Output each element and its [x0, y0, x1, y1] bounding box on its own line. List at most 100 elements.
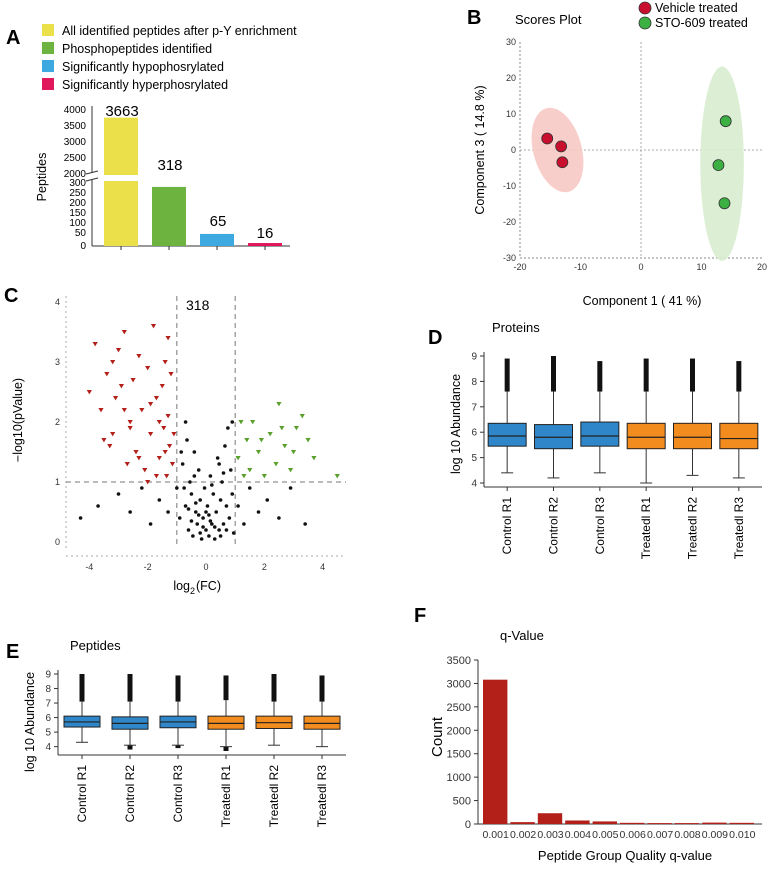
data-point	[228, 468, 233, 472]
data-point	[110, 360, 116, 365]
x-tick-label: 0.006	[620, 829, 646, 841]
bar-value-label: 3663	[105, 103, 138, 120]
panel-b-scores-plot: Scores Plot Vehicle treated STO-609 trea…	[473, 1, 767, 308]
panel-label-d: D	[428, 327, 442, 349]
data-point	[168, 372, 174, 377]
y-tick-label: -10	[503, 181, 516, 191]
outlier-points	[127, 745, 133, 750]
legend-label-hyper: Significantly hyperphosrylated	[62, 78, 228, 92]
data-point	[121, 408, 127, 413]
y-axis-label: Component 3 ( 14.8 %)	[473, 85, 487, 214]
data-point	[555, 140, 568, 153]
legend-swatch-hypo	[42, 60, 54, 72]
x-axis-label: Peptide Group Quality q-value	[538, 848, 712, 863]
data-point	[227, 516, 232, 520]
data-point	[241, 474, 247, 479]
y-tick-label: 2000	[447, 725, 471, 737]
category-label: Control R1	[75, 765, 89, 823]
data-point	[311, 456, 317, 461]
y-tick-label: 50	[75, 228, 87, 239]
data-point	[171, 432, 177, 437]
y-tick-label: 4000	[64, 105, 87, 116]
outlier-points	[127, 674, 133, 702]
y-tick-label: 8	[45, 684, 51, 695]
data-point	[104, 372, 110, 377]
y-tick-label: 0	[511, 145, 516, 155]
category-label: Control R2	[123, 765, 137, 823]
y-tick-label: 2	[55, 417, 60, 427]
x-tick-label: 20	[757, 262, 767, 272]
data-point	[218, 534, 223, 538]
data-point	[255, 450, 262, 455]
data-point	[282, 444, 288, 449]
outlier-points	[551, 356, 556, 392]
x-axis-label-subscript: 2	[190, 586, 195, 596]
bar	[483, 679, 508, 824]
box	[207, 715, 245, 730]
y-tick-label: 0	[80, 241, 86, 252]
data-point	[207, 513, 211, 517]
threshold-annotation: 318	[186, 297, 210, 313]
bar	[104, 181, 138, 246]
data-point	[116, 492, 121, 496]
data-point	[196, 468, 201, 472]
bar	[152, 186, 186, 246]
panel-label-a: A	[6, 27, 20, 49]
data-point	[226, 426, 230, 430]
legend-label-hypo: Significantly hypophosrylated	[62, 60, 224, 74]
category-label: Treatedl R3	[732, 497, 746, 560]
data-point	[136, 456, 142, 461]
box	[580, 421, 620, 447]
panel-e-peptides-boxplot: Peptides log 10 Abundance 9 8 7 6 5 4 Control…	[23, 638, 346, 827]
y-tick-label: 9	[45, 670, 51, 681]
data-point	[147, 432, 154, 437]
y-tick-label: 9	[471, 352, 477, 363]
data-point	[115, 348, 122, 353]
y-tick-label: 5	[45, 728, 51, 739]
data-point	[244, 438, 250, 443]
y-axis-label: Peptides	[35, 153, 49, 202]
data-point	[247, 486, 252, 490]
x-tick-label: 0.001	[483, 829, 509, 841]
data-point	[127, 420, 133, 425]
outlier-points	[271, 674, 277, 702]
box	[303, 715, 341, 730]
data-point	[718, 197, 731, 210]
box	[534, 424, 573, 450]
data-point	[230, 420, 235, 424]
y-tick-label: 30	[506, 37, 516, 47]
data-point	[202, 486, 207, 490]
y-tick-label: 1000	[447, 772, 471, 784]
outlier-points	[643, 358, 649, 392]
data-point	[719, 115, 732, 128]
data-point	[236, 504, 240, 508]
panel-label-b: B	[467, 7, 481, 29]
y-tick-label: 20	[506, 73, 516, 83]
y-tick-label: 2500	[64, 153, 87, 164]
box	[487, 422, 527, 447]
data-point	[183, 420, 188, 424]
box	[719, 422, 759, 450]
data-point	[276, 402, 282, 407]
data-point	[165, 414, 171, 419]
y-tick-label: 1500	[447, 749, 471, 761]
y-tick-label: 2500	[447, 702, 471, 714]
bar-value-label: 16	[257, 225, 274, 242]
y-tick-label: 3000	[64, 137, 87, 148]
outlier-points	[223, 746, 229, 751]
data-point	[124, 462, 130, 467]
outlier-points	[504, 358, 510, 392]
y-tick-label: 6	[471, 428, 477, 439]
data-point	[157, 498, 162, 502]
outlier-points	[319, 675, 325, 702]
legend-marker-sto	[638, 16, 652, 30]
bar	[647, 823, 672, 824]
data-point	[217, 462, 221, 466]
legend-label-phospho: Phosphopeptides identified	[62, 42, 212, 56]
data-point	[166, 444, 173, 449]
data-point	[215, 456, 220, 460]
data-point	[256, 510, 261, 514]
y-tick-label: 3500	[64, 121, 87, 132]
outlier-points	[79, 674, 85, 702]
data-point	[210, 522, 214, 526]
